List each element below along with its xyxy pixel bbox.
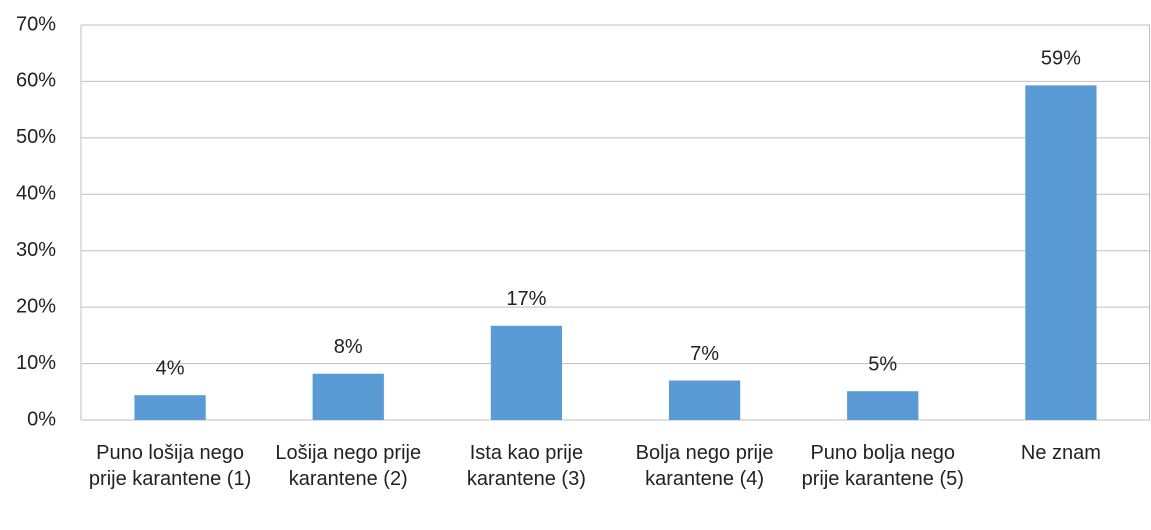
data-label: 5% [868,354,897,376]
data-label: 59% [1041,48,1081,70]
y-tick-label: 20% [16,295,56,317]
bar [312,373,384,420]
x-tick-label: Puno bolja nego prije karantene (5) [801,442,964,490]
y-tick-label: 60% [16,70,56,92]
bar [134,395,206,420]
x-tick-label: Bolja nego prije karantene (4) [635,442,774,490]
y-tick-label: 70% [16,13,56,35]
y-tick-label: 40% [16,183,56,205]
bar [1025,85,1097,420]
y-tick-label: 50% [16,126,56,148]
data-label: 8% [334,336,363,358]
data-label: 7% [690,343,719,365]
x-tick-label: Ne znam [1020,442,1101,464]
bar [490,325,563,420]
bar [847,391,919,420]
x-tick-label: Ista kao prije karantene (3) [466,442,586,490]
data-label: 17% [506,288,546,310]
y-tick-label: 30% [16,239,56,261]
y-tick-label: 10% [16,352,56,374]
x-tick-label: Lošija nego prije karantene (2) [275,442,422,490]
y-tick-label: 0% [27,408,56,430]
data-label: 4% [156,357,185,379]
bar [668,380,741,420]
x-tick-label: Puno lošija nego prije karantene (1) [88,442,252,490]
